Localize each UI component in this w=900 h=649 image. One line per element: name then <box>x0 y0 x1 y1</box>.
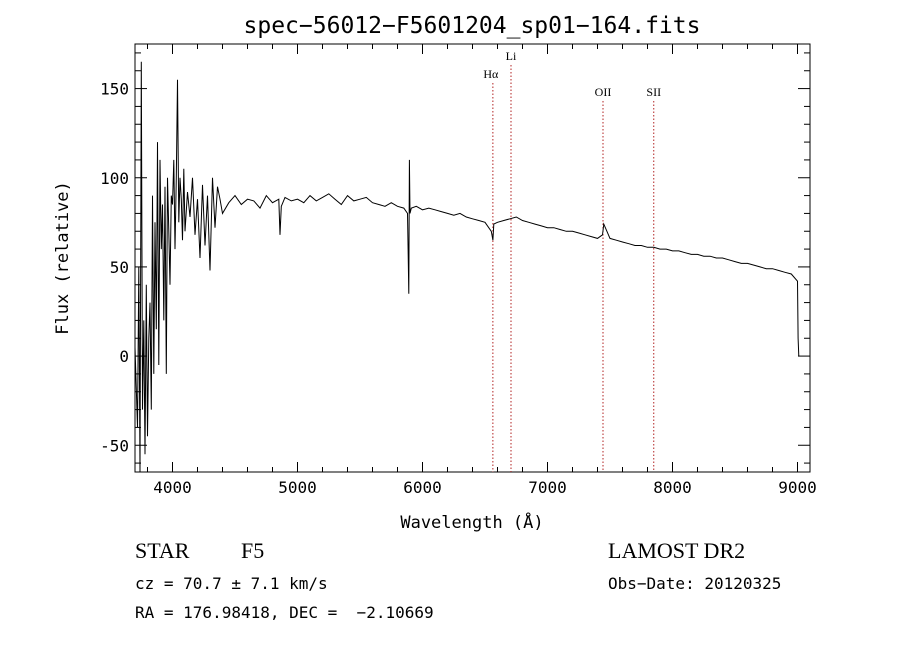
y-tick-label: -50 <box>100 436 129 455</box>
y-tick-label: 100 <box>100 169 129 188</box>
reference-line-label: Hα <box>483 67 499 81</box>
x-tick-label: 6000 <box>403 478 442 497</box>
y-tick-label: 50 <box>110 258 129 277</box>
object-class: STAR <box>135 538 190 563</box>
y-tick-label: 150 <box>100 80 129 99</box>
survey-name: LAMOST DR2 <box>608 538 746 563</box>
coordinates: RA = 176.98418, DEC = −2.10669 <box>135 603 434 622</box>
axis-ticks: 4000 5000 6000 7000 8000 9000 -50 0 50 100 150 <box>100 44 817 497</box>
x-tick-label: 7000 <box>528 478 567 497</box>
reference-line-label: SII <box>646 85 661 99</box>
x-tick-label: 8000 <box>653 478 692 497</box>
reference-lines: Hα Li OII SII <box>483 49 661 472</box>
observation-date: Obs−Date: 20120325 <box>608 574 782 593</box>
reference-line-label: Li <box>506 49 517 63</box>
spectrum-line <box>134 61 800 473</box>
x-tick-label: 9000 <box>778 478 817 497</box>
y-axis-label: Flux (relative) <box>53 181 73 335</box>
plot-frame <box>134 43 811 473</box>
chart-title: spec−56012−F5601204_sp01−164.fits <box>244 13 701 39</box>
reference-line-label: OII <box>595 85 612 99</box>
object-subclass: F5 <box>241 538 265 563</box>
redshift-velocity: cz = 70.7 ± 7.1 km/s <box>135 574 328 593</box>
y-tick-label: 0 <box>119 347 129 366</box>
x-tick-label: 4000 <box>153 478 192 497</box>
x-tick-label: 5000 <box>278 478 317 497</box>
x-axis-label: Wavelength (Å) <box>400 511 543 533</box>
